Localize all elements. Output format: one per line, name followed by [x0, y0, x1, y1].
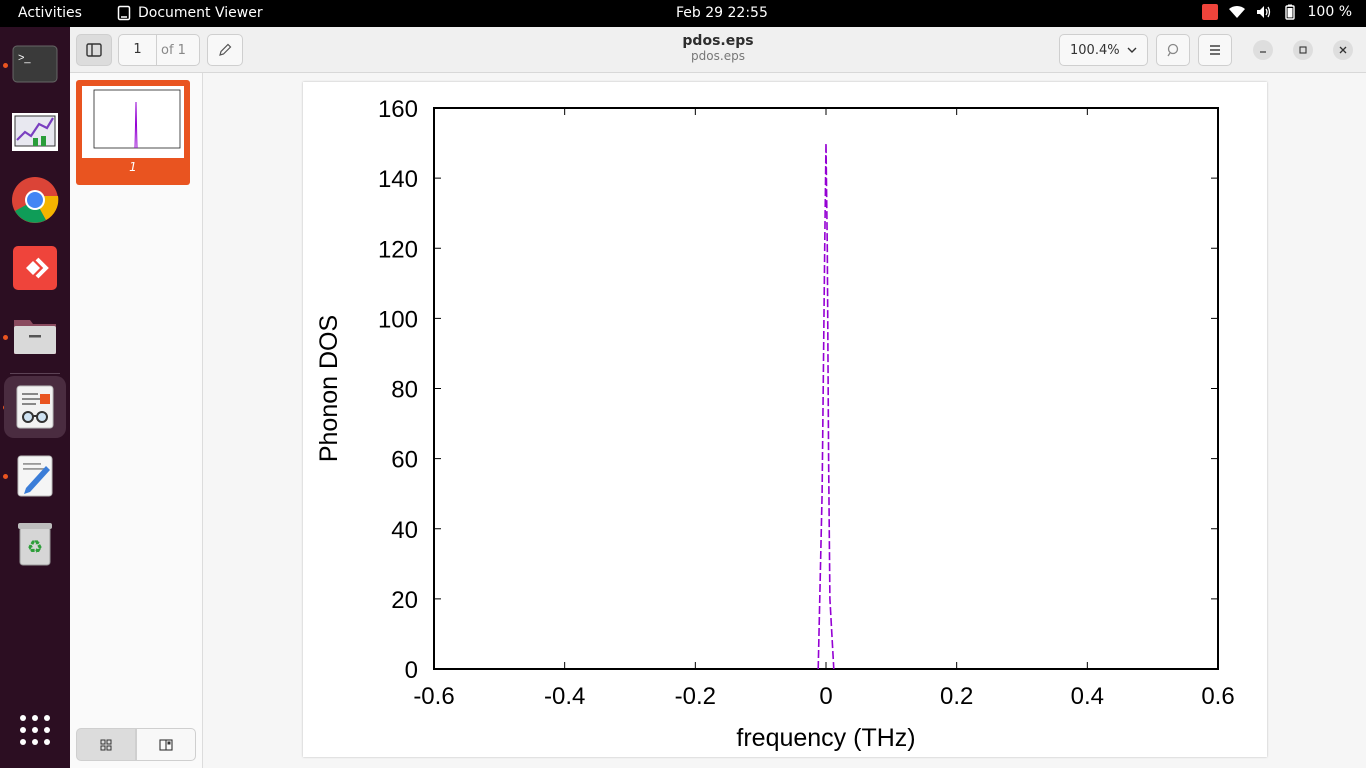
- document-viewer-window: 1 of 1 pdos.eps pdos.eps 100.4%: [70, 27, 1366, 768]
- thumbnail-sidebar: 1: [70, 73, 203, 768]
- dock-document-viewer[interactable]: [4, 376, 66, 438]
- dock-anydesk[interactable]: [4, 237, 66, 299]
- terminal-icon: >_: [12, 45, 58, 83]
- hamburger-icon: [1210, 45, 1220, 55]
- system-tray[interactable]: 100 %: [1201, 4, 1352, 20]
- dock-trash[interactable]: ♻: [4, 513, 66, 575]
- page-number-input[interactable]: 1: [119, 35, 157, 65]
- x-tick-label: -0.6: [413, 683, 454, 710]
- title-subtitle: pdos.eps: [691, 49, 745, 63]
- dock-terminal[interactable]: >_: [4, 33, 66, 95]
- top-bar: Activities Document Viewer Feb 29 22:55 …: [0, 0, 1366, 27]
- y-tick-label: 120: [378, 236, 418, 263]
- page-thumbnail[interactable]: 1: [76, 80, 190, 185]
- zoom-value: 100.4%: [1070, 42, 1120, 58]
- y-tick-label: 20: [391, 587, 418, 614]
- thumbnails-view-button[interactable]: [76, 728, 136, 761]
- x-tick-label: 0.2: [940, 683, 973, 710]
- zoom-select[interactable]: 100.4%: [1059, 34, 1148, 66]
- sidebar-icon: [86, 43, 102, 57]
- trash-icon: ♻: [18, 523, 52, 566]
- x-tick-label: 0.4: [1071, 683, 1104, 710]
- window-title: pdos.eps pdos.eps: [618, 33, 818, 63]
- activities-button[interactable]: Activities: [18, 5, 82, 21]
- x-tick-label: -0.2: [675, 683, 716, 710]
- pencil-icon: [219, 43, 232, 56]
- title-main: pdos.eps: [682, 33, 754, 49]
- x-tick-label: -0.4: [544, 683, 585, 710]
- apps-grid-icon: [20, 715, 50, 745]
- running-indicator: [3, 63, 8, 68]
- dock-separator: [10, 373, 60, 374]
- y-tick-label: 60: [391, 447, 418, 474]
- sidebar-toggle-button[interactable]: [76, 34, 112, 66]
- maximize-icon: [1299, 46, 1307, 54]
- dock-show-apps[interactable]: [4, 699, 66, 761]
- y-tick-label: 0: [405, 657, 418, 684]
- battery-icon: [1284, 4, 1295, 20]
- outline-view-button[interactable]: [136, 728, 196, 761]
- chevron-down-icon: [1127, 47, 1137, 53]
- wifi-icon: [1228, 5, 1245, 18]
- thumbnail-preview: [82, 86, 184, 158]
- thumbnail-page-label: 1: [129, 160, 137, 174]
- book-icon: [159, 738, 173, 751]
- maximize-button[interactable]: [1293, 40, 1313, 60]
- dock: >_ ♻: [0, 27, 70, 768]
- document-viewer-icon: [117, 5, 131, 21]
- anydesk-icon: [13, 246, 57, 290]
- document-viewer-app-icon: [16, 385, 54, 429]
- anydesk-tray-icon[interactable]: [1201, 4, 1218, 20]
- grid-icon: [100, 739, 112, 750]
- dock-text-editor[interactable]: [4, 445, 66, 507]
- search-button[interactable]: [1156, 34, 1190, 66]
- document-area[interactable]: -0.6 -0.4 -0.2 0 0.2 0.4 0.6 0 20 40 60 80 100 120 140…: [203, 73, 1366, 768]
- svg-text:♻: ♻: [27, 537, 43, 557]
- close-icon: [1339, 46, 1347, 54]
- app-name: Document Viewer: [138, 5, 263, 21]
- search-icon: [1167, 43, 1179, 57]
- y-tick-label: 80: [391, 377, 418, 404]
- files-icon: [14, 320, 56, 354]
- main-menu-button[interactable]: [1198, 34, 1232, 66]
- annotate-button[interactable]: [207, 34, 243, 66]
- y-tick-label: 100: [378, 306, 418, 333]
- close-button[interactable]: [1333, 40, 1353, 60]
- dock-chrome[interactable]: [4, 169, 66, 231]
- volume-icon: [1256, 6, 1270, 18]
- page-selector[interactable]: 1 of 1: [118, 34, 200, 66]
- clock[interactable]: Feb 29 22:55: [676, 5, 768, 21]
- running-indicator: [3, 335, 8, 340]
- y-tick-label: 140: [378, 166, 418, 193]
- dock-files[interactable]: [4, 305, 66, 367]
- page-total: of 1: [161, 42, 186, 58]
- battery-percent: 100 %: [1307, 4, 1352, 20]
- document-page: -0.6 -0.4 -0.2 0 0.2 0.4 0.6 0 20 40 60 80 100 120 140…: [303, 82, 1267, 757]
- header-bar: 1 of 1 pdos.eps pdos.eps 100.4%: [70, 27, 1366, 73]
- pdos-chart: -0.6 -0.4 -0.2 0 0.2 0.4 0.6 0 20 40 60 80 100 120 140…: [315, 96, 1235, 752]
- x-tick-label: 0: [819, 683, 832, 710]
- running-indicator: [3, 474, 8, 479]
- minimize-icon: [1260, 51, 1266, 53]
- x-axis-label: frequency (THz): [736, 724, 915, 752]
- y-tick-label: 160: [378, 96, 418, 123]
- minimize-button[interactable]: [1253, 40, 1273, 60]
- y-tick-label: 40: [391, 517, 418, 544]
- text-editor-icon: [17, 455, 53, 497]
- svg-text:>_: >_: [18, 52, 31, 64]
- app-menu[interactable]: Document Viewer: [117, 5, 263, 21]
- dock-chart-app[interactable]: [4, 101, 66, 163]
- x-tick-label: 0.6: [1201, 683, 1234, 710]
- dos-series-line: [817, 143, 835, 670]
- y-axis-label: Phonon DOS: [315, 315, 343, 462]
- chart-app-icon: [12, 113, 58, 151]
- chrome-icon: [12, 177, 59, 223]
